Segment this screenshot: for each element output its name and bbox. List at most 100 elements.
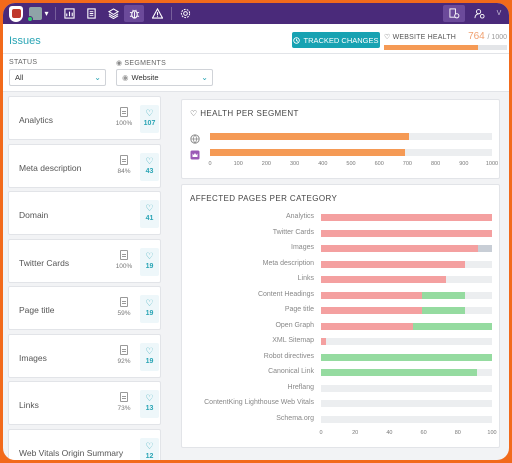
heart-icon: ♡	[145, 345, 154, 356]
user-settings-icon[interactable]	[469, 5, 489, 22]
health-points-value: 19	[145, 310, 154, 317]
category-bar-row[interactable]: Links	[182, 274, 501, 284]
category-label: XML Sitemap	[272, 337, 314, 344]
category-label: Open Graph	[275, 321, 314, 329]
x-tick-label: 40	[386, 430, 393, 436]
category-card[interactable]: Images 92% ♡ 19	[8, 333, 161, 378]
health-points-stat: ♡ 19	[140, 247, 159, 276]
category-bar-segment	[321, 353, 492, 361]
x-tick-label: 0	[319, 430, 323, 436]
category-bar-segment	[321, 229, 492, 237]
x-tick-label: 100	[487, 430, 497, 436]
category-card[interactable]: Links 73% ♡ 13	[8, 381, 161, 425]
affected-pages-title: AFFECTED PAGES PER CATEGORY	[190, 194, 338, 203]
category-bar-segment	[321, 322, 414, 330]
category-bar-segment	[321, 291, 422, 299]
segments-icon: ◉	[116, 60, 123, 67]
website-health-widget[interactable]: ♡ WEBSITE HEALTH 764 / 1000	[384, 31, 507, 51]
category-bar-track	[321, 245, 492, 252]
x-tick-label: 100	[233, 161, 243, 167]
status-select-value: All	[15, 73, 24, 82]
category-bar-segment	[413, 322, 492, 330]
x-tick-label: 300	[290, 161, 300, 167]
status-select[interactable]: All ⌄	[9, 69, 106, 86]
layers-icon[interactable]	[105, 5, 121, 22]
pages-icon	[120, 154, 128, 165]
health-points-value: 13	[145, 405, 154, 412]
category-bar-row[interactable]: Robot directives	[182, 352, 501, 362]
x-tick-label: 20	[352, 430, 359, 436]
tracked-changes-label: TRACKED CHANGES	[303, 35, 379, 45]
category-bar-track	[321, 322, 492, 330]
heart-icon: ♡	[145, 250, 154, 261]
category-name: Twitter Cards	[19, 257, 70, 268]
category-bar-row[interactable]: Canonical Link	[182, 367, 501, 377]
segments-select[interactable]: ◉ Website ⌄	[116, 69, 213, 86]
project-switcher[interactable]: ▾	[27, 5, 51, 22]
heart-icon: ♡	[145, 440, 154, 451]
settings-icon[interactable]	[177, 5, 193, 22]
logo-icon[interactable]	[7, 4, 25, 23]
category-bar-row[interactable]: XML Sitemap	[182, 336, 501, 346]
category-card[interactable]: Meta description 84% ♡ 43	[8, 143, 161, 188]
app-window: ▾ V Issues TRACKED	[3, 3, 509, 460]
category-card[interactable]: Analytics 100% ♡ 107	[8, 96, 161, 140]
category-bar-row[interactable]: Images	[182, 243, 501, 253]
health-per-segment-panel: ♡ HEALTH PER SEGMENT 0 100 200 300 400 500 600…	[181, 99, 500, 179]
category-label: Analytics	[285, 213, 314, 220]
segment-row[interactable]	[188, 147, 498, 160]
affected-pages-x-axis: 0 20 40 60 80 100	[319, 430, 496, 438]
segments-select-value: Website	[131, 73, 159, 82]
category-bar-segment	[321, 260, 465, 268]
segment-row[interactable]	[188, 131, 498, 144]
category-bar-row[interactable]: Twitter Cards	[182, 228, 501, 238]
category-bar-row[interactable]: Content Headings	[182, 290, 501, 300]
org-settings-icon[interactable]	[443, 5, 465, 22]
health-points-value: 107	[143, 120, 156, 127]
category-name: Page title	[19, 305, 55, 315]
category-bar-row[interactable]: Schema.org	[182, 414, 501, 424]
dashboard-icon[interactable]	[61, 5, 77, 22]
category-bar-row[interactable]: Page title	[182, 305, 501, 315]
category-bar-row[interactable]: Open Graph	[182, 321, 501, 331]
affected-pages-panel: AFFECTED PAGES PER CATEGORY Analytics Twi…	[181, 184, 500, 448]
category-bar-segment	[421, 307, 465, 314]
alert-icon[interactable]	[149, 5, 165, 22]
affected-pages-stat: 100%	[114, 107, 134, 127]
category-label: Images	[291, 244, 314, 251]
category-bar-track	[321, 214, 492, 221]
tracked-changes-button[interactable]: TRACKED CHANGES	[292, 32, 380, 48]
category-label: Hreflang	[287, 383, 314, 391]
category-bar-row[interactable]: Analytics	[182, 212, 501, 222]
category-label: ContentKing Lighthouse Web Vitals	[204, 399, 314, 406]
x-tick-label: 1000	[485, 161, 499, 167]
category-card[interactable]: Twitter Cards 100% ♡ 19	[8, 238, 161, 283]
category-bar-track	[321, 260, 492, 268]
pages-icon[interactable]	[83, 5, 99, 22]
category-bar-row[interactable]: Meta description	[182, 259, 501, 269]
category-name: Links	[19, 400, 39, 410]
health-points-value: 43	[145, 167, 154, 175]
segment-bar-track	[210, 149, 492, 156]
bug-icon[interactable]	[124, 5, 144, 22]
pages-icon	[120, 107, 128, 117]
category-label: Links	[297, 275, 314, 282]
user-avatar-initial[interactable]: V	[496, 10, 502, 17]
category-card[interactable]: Domain ♡ 41	[8, 191, 161, 235]
category-card[interactable]: Page title 59% ♡ 19	[8, 286, 161, 330]
category-card[interactable]: Web Vitals Origin Summary ♡ 12	[8, 428, 161, 460]
website-health-label: ♡ WEBSITE HEALTH	[384, 34, 456, 41]
affected-pages-stat: 59%	[114, 297, 134, 317]
category-bar-row[interactable]: Hreflang	[182, 383, 501, 393]
health-per-segment-title: ♡ HEALTH PER SEGMENT	[190, 109, 299, 118]
page-header: Issues TRACKED CHANGES ♡ WEBSITE HEALTH …	[3, 24, 509, 54]
pages-icon	[120, 249, 128, 260]
category-bar-segment	[321, 369, 477, 376]
category-name: Analytics	[19, 115, 54, 125]
page-title: Issues	[9, 35, 41, 47]
category-label: Schema.org	[276, 414, 314, 422]
category-bar-row[interactable]: ContentKing Lighthouse Web Vitals	[182, 398, 501, 408]
category-label: Canonical Link	[268, 368, 314, 375]
globe-icon: ◉	[122, 73, 129, 82]
category-bar-track	[321, 307, 492, 314]
